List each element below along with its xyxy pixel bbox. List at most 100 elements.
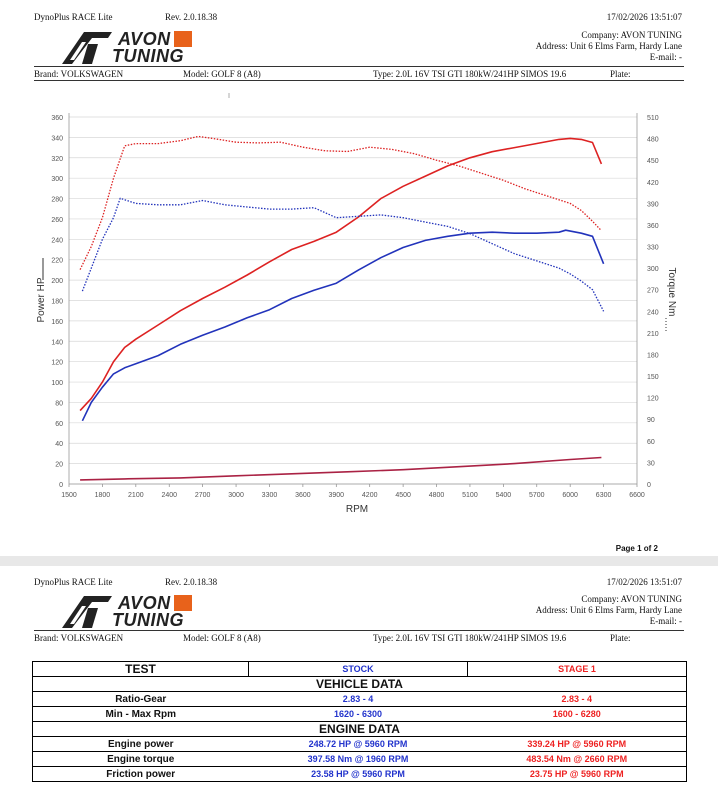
logo-text-tuning: TUNING [112, 610, 184, 630]
report-page-2: DynoPlus RACE Lite Rev. 2.0.18.38 17/02/… [0, 566, 718, 800]
x-tick-label: 3600 [295, 492, 311, 499]
y-axis-label: Power HP [36, 277, 47, 322]
page-number: Page 1 of 2 [615, 544, 658, 553]
row-stage-value: 483.54 Nm @ 2660 RPM [467, 751, 687, 767]
x-tick-label: 4200 [362, 492, 378, 499]
y-tick-label: 80 [55, 400, 63, 407]
x-tick-label: 1500 [61, 492, 77, 499]
vehicle-brand: Brand: VOLKSWAGEN [34, 69, 124, 79]
y-tick-label: 60 [55, 421, 63, 428]
y2-tick-label: 480 [647, 137, 659, 144]
section-engine-data: ENGINE DATA [32, 721, 687, 737]
row-stock-value: 1620 - 6300 [248, 706, 468, 722]
logo-text-avon: AVON [118, 593, 171, 613]
y-tick-label: 200 [51, 278, 63, 285]
x-tick-label: 3000 [228, 492, 244, 499]
row-label: Engine power [32, 736, 249, 752]
series-line-4 [80, 456, 602, 481]
col-test: TEST [32, 661, 249, 677]
x-tick-label: 4800 [429, 492, 445, 499]
y2-tick-label: 510 [647, 115, 659, 122]
row-label: Engine torque [32, 751, 249, 767]
x-tick-label: 4500 [395, 492, 411, 499]
y2-tick-label: 150 [647, 374, 659, 381]
y2-tick-label: 180 [647, 352, 659, 359]
y-tick-label: 120 [51, 360, 63, 367]
report-datetime: 17/02/2026 13:51:07 [606, 577, 682, 587]
app-name: DynoPlus RACE Lite [34, 12, 113, 22]
x-tick-label: 1800 [95, 492, 111, 499]
section-vehicle-data: VEHICLE DATA [32, 676, 687, 692]
y2-tick-label: 60 [647, 439, 655, 446]
row-stage-value: 2.83 - 4 [467, 691, 687, 707]
x-tick-label: 5400 [496, 492, 512, 499]
row-label: Friction power [32, 766, 249, 782]
logo-mark-icon [62, 32, 112, 64]
report-datetime: 17/02/2026 13:51:07 [606, 12, 682, 22]
y2-tick-label: 450 [647, 158, 659, 165]
y-tick-label: 260 [51, 217, 63, 224]
x-tick-label: 2100 [128, 492, 144, 499]
y2-tick-label: 420 [647, 180, 659, 187]
y-tick-label: 100 [51, 380, 63, 387]
info-divider [34, 80, 684, 81]
x-tick-label: 3900 [329, 492, 345, 499]
row-stock-value: 248.72 HP @ 5960 RPM [248, 736, 468, 752]
chart-series [79, 135, 605, 481]
y-tick-label: 300 [51, 176, 63, 183]
avon-tuning-logo: AVON TUNING [62, 30, 202, 66]
results-table: TEST STOCK STAGE 1 VEHICLE DATA Ratio-Ge… [32, 661, 687, 782]
vehicle-brand: Brand: VOLKSWAGEN [34, 633, 124, 643]
row-stage-value: 339.24 HP @ 5960 RPM [467, 736, 687, 752]
revision: Rev. 2.0.18.38 [165, 577, 218, 587]
avon-tuning-logo: AVON TUNING [62, 594, 202, 630]
x-axis-label: RPM [346, 504, 368, 515]
table-row: Engine power 248.72 HP @ 5960 RPM 339.24… [32, 736, 687, 752]
vehicle-model: Model: GOLF 8 (A8) [183, 633, 261, 643]
series-line-2 [79, 135, 602, 270]
revision: Rev. 2.0.18.38 [165, 12, 218, 22]
series-line-1 [81, 229, 605, 422]
table-row: Ratio-Gear 2.83 - 4 2.83 - 4 [32, 691, 687, 707]
table-header-row: TEST STOCK STAGE 1 [32, 661, 687, 677]
x-tick-label: 3300 [262, 492, 278, 499]
x-tick-label: 6300 [596, 492, 612, 499]
y-tick-label: 320 [51, 156, 63, 163]
y-tick-label: 160 [51, 319, 63, 326]
x-tick-label: 5700 [529, 492, 545, 499]
x-tick-label: 2400 [161, 492, 177, 499]
x-tick-label: 2700 [195, 492, 211, 499]
header-divider [34, 630, 684, 631]
y-tick-label: 40 [55, 441, 63, 448]
company-block: Company: AVON TUNING Address: Unit 6 Elm… [536, 594, 682, 627]
company-block: Company: AVON TUNING Address: Unit 6 Elm… [536, 30, 682, 63]
report-page-1: DynoPlus RACE Lite Rev. 2.0.18.38 17/02/… [0, 0, 718, 556]
chart-grid [69, 116, 637, 485]
y-tick-label: 20 [55, 462, 63, 469]
y2-tick-label: 240 [647, 309, 659, 316]
col-stock: STOCK [248, 661, 468, 677]
logo-text-avon: AVON [118, 29, 171, 49]
vehicle-plate: Plate: [610, 69, 631, 79]
header-divider [34, 66, 684, 67]
y-tick-label: 0 [59, 482, 63, 489]
row-stock-value: 2.83 - 4 [248, 691, 468, 707]
dyno-chart: 0 20 40 60 80 100 120 140 160 180 200 220 240 260 280 3… [36, 93, 677, 515]
series-line-3 [81, 197, 605, 312]
company-address: Address: Unit 6 Elms Farm, Hardy Lane [535, 41, 682, 51]
app-name: DynoPlus RACE Lite [34, 577, 113, 587]
logo-orange-block [174, 31, 192, 47]
vehicle-type: Type: 2.0L 16V TSI GTI 180kW/241HP SIMOS… [373, 633, 567, 643]
y2-tick-label: 90 [647, 417, 655, 424]
y2-tick-label: 210 [647, 331, 659, 338]
row-stage-value: 23.75 HP @ 5960 RPM [467, 766, 687, 782]
row-stock-value: 397.58 Nm @ 1960 RPM [248, 751, 468, 767]
y2-tick-label: 390 [647, 201, 659, 208]
company-name: Company: AVON TUNING [581, 30, 682, 40]
company-email: E-mail: - [649, 52, 682, 62]
vehicle-plate: Plate: [610, 633, 631, 643]
y2-tick-label: 330 [647, 245, 659, 252]
table-row: Friction power 23.58 HP @ 5960 RPM 23.75… [32, 766, 687, 782]
y2-tick-label: 300 [647, 266, 659, 273]
company-address: Address: Unit 6 Elms Farm, Hardy Lane [535, 605, 682, 615]
